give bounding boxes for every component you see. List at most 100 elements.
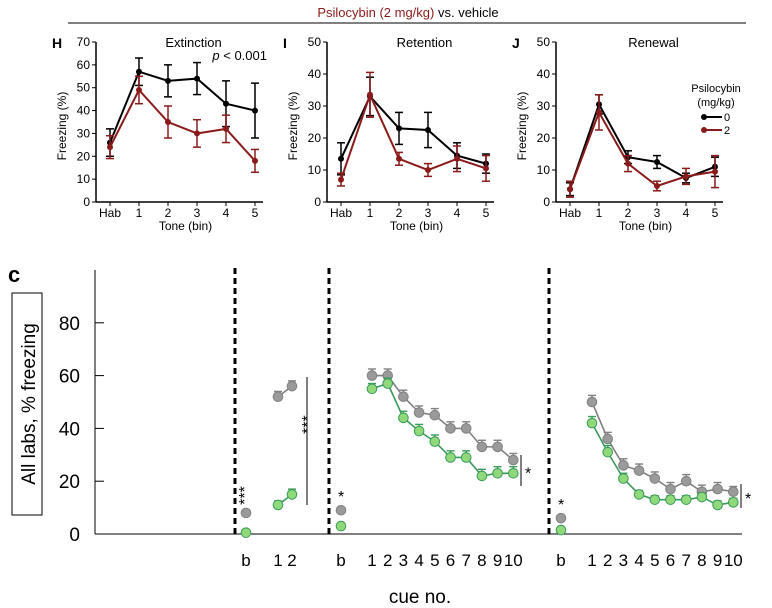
- panel-h: H Extinction 0 10 20 30 40 50 60 70 Hab 1 2 3 4 5 Tone (…: [52, 35, 267, 233]
- cue-tick-label: 2: [603, 551, 612, 570]
- cue-tick-label: b: [556, 551, 565, 570]
- x-tick-label: 1: [367, 206, 374, 220]
- x-tick-label: 1: [136, 206, 143, 220]
- y-tick-label: 20: [537, 131, 551, 145]
- grey-data-point: [413, 407, 425, 418]
- bottom-y-tick-label: 40: [59, 419, 80, 440]
- data-point: [567, 186, 573, 193]
- grey-data-point: [618, 460, 629, 471]
- grey-baseline-point: [335, 504, 347, 516]
- legend-marker-psilocybin: [701, 127, 707, 133]
- cue-tick-label: 1: [367, 551, 376, 570]
- green-data-point: [476, 470, 488, 482]
- cue-tick-label: 9: [493, 551, 502, 570]
- cue-tick-label: 7: [461, 551, 470, 570]
- bottom-y-tick-label: 60: [59, 367, 80, 388]
- grey-series-line: [591, 401, 734, 493]
- cue-tick-label: 1: [273, 551, 282, 570]
- cue-tick-label: 8: [477, 551, 486, 570]
- cue-tick-label: 5: [430, 551, 439, 570]
- cue-tick-label: 7: [681, 551, 690, 570]
- x-tick-label: 5: [252, 206, 259, 220]
- cue-tick-label: 8: [697, 551, 706, 570]
- baseline-significance: *: [558, 497, 564, 514]
- x-tick-label: 1: [596, 206, 603, 220]
- y-tick-label: 70: [77, 35, 91, 49]
- cue-group-2: b 1 2 3 4 5 6 7 8 9 10 * *: [335, 368, 531, 570]
- x-tick-label: 4: [223, 206, 230, 220]
- header-title-drug: Psilocybin (2 mg/kg): [317, 5, 434, 20]
- cue-tick-label: 2: [287, 551, 296, 570]
- data-point: [194, 75, 200, 82]
- x-tick-label: 5: [483, 206, 490, 220]
- green-data-point: [618, 473, 629, 484]
- data-point: [396, 125, 402, 132]
- green-data-point: [429, 436, 441, 447]
- green-data-point: [649, 494, 661, 505]
- x-tick-label: 3: [194, 206, 201, 220]
- bottom-y-tick-label: 0: [69, 525, 80, 546]
- x-tick-label: 5: [712, 206, 719, 220]
- y-tick-label: 40: [77, 104, 91, 118]
- data-point: [338, 176, 344, 183]
- green-data-point: [728, 497, 739, 508]
- x-tick-label: 2: [625, 206, 632, 220]
- grey-data-point: [366, 370, 378, 381]
- panel-j: J Renewal 0 10 20 30 40 50 Hab 1 2 3 4 5 Tone (bin) Fre…: [512, 35, 723, 233]
- y-axis-label: Freezing (%): [515, 92, 529, 161]
- data-point: [683, 173, 689, 180]
- green-baseline-point: [240, 527, 252, 538]
- data-point: [654, 183, 660, 189]
- data-point: [483, 165, 489, 172]
- group-significance: *: [525, 466, 531, 483]
- grey-data-point: [680, 475, 692, 487]
- grey-data-point: [272, 391, 284, 403]
- panel-letter: H: [52, 35, 62, 51]
- green-baseline-point: [335, 520, 347, 532]
- data-point: [107, 144, 113, 151]
- panel-c: c All labs, % freezing cue no. 0 20 40 60 80…: [8, 262, 751, 608]
- bottom-y-tick-label: 20: [59, 472, 80, 493]
- y-tick-label: 30: [308, 99, 322, 113]
- bottom-xlabel: cue no.: [389, 587, 451, 608]
- data-point: [712, 168, 718, 175]
- x-tick-label: 3: [425, 206, 432, 220]
- data-point: [136, 68, 142, 75]
- x-tick-label: 2: [165, 206, 172, 220]
- grey-data-point: [492, 441, 503, 453]
- data-point: [252, 157, 258, 164]
- grey-data-point: [476, 441, 488, 453]
- cue-tick-label: 3: [619, 551, 628, 570]
- cue-tick-label: 2: [383, 551, 392, 570]
- series-line-vehicle: [109, 70, 256, 143]
- cue-group-3: b 1 2 3 4 5 6 7 8 9 10 * *: [555, 394, 751, 570]
- panel-i: I Retention 0 10 20 30 40 50 Hab 1 2 3 4 5 Tone (bin) F…: [283, 35, 494, 233]
- data-point: [367, 91, 373, 98]
- x-tick-label: Hab: [330, 206, 352, 220]
- cue-group-1: b 1 2 *** ***: [237, 377, 317, 570]
- y-tick-label: 0: [314, 195, 321, 209]
- grey-data-point: [398, 391, 409, 403]
- data-point: [165, 77, 171, 84]
- y-tick-label: 40: [537, 67, 551, 81]
- grey-data-point: [602, 433, 614, 445]
- panel-title: Retention: [397, 35, 453, 50]
- cue-tick-label: 4: [414, 551, 423, 570]
- data-point: [596, 109, 602, 116]
- cue-tick-label: 4: [634, 551, 643, 570]
- grey-data-point: [728, 486, 739, 498]
- x-axis-label: Tone (bin): [619, 219, 672, 233]
- data-point: [625, 160, 631, 167]
- green-data-point: [633, 489, 645, 500]
- grey-data-point: [508, 454, 519, 466]
- green-data-point: [508, 467, 519, 479]
- legend-title-line1: Psilocybin: [691, 83, 741, 95]
- y-tick-label: 10: [308, 163, 322, 177]
- green-data-point: [445, 452, 456, 463]
- data-point: [194, 130, 200, 137]
- y-tick-label: 0: [543, 195, 550, 209]
- baseline-significance: ***: [237, 486, 254, 505]
- grey-series-line: [372, 374, 514, 461]
- green-baseline-point: [555, 524, 567, 536]
- x-tick-label: Hab: [559, 206, 581, 220]
